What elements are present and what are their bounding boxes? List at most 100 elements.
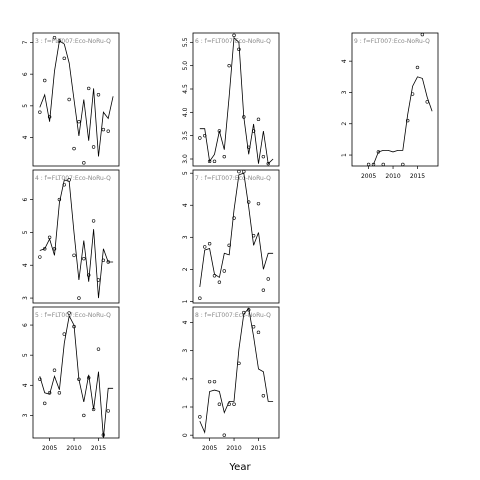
observed-point [106, 409, 110, 413]
panel-frame [192, 306, 280, 439]
observed-point [101, 433, 106, 437]
panel-title: 5 : f=FLT007:Eco-NoRu-Q [35, 312, 111, 319]
observed-point [77, 296, 81, 300]
observed-point [371, 162, 376, 167]
observed-point [57, 39, 62, 43]
observed-point [406, 118, 410, 123]
observed-point [77, 377, 81, 381]
observed-point [207, 242, 212, 246]
y-tick-label: 4 [22, 263, 29, 267]
observed-point [43, 78, 47, 83]
observed-point [62, 56, 66, 61]
panel-5: 7 : f=FLT007:Eco-NoRu-Q 1 2 3 4 5 [182, 169, 280, 304]
x-axis-label: Year [228, 462, 251, 473]
observed-point [242, 169, 246, 174]
fitted-line [199, 307, 274, 434]
y-tick-label: 0 [182, 433, 189, 437]
observed-point [62, 183, 66, 187]
y-tick-label: 6 [22, 197, 29, 201]
x-tick-label: 2005 [42, 445, 57, 452]
observed-point [198, 415, 202, 419]
observed-point [425, 100, 429, 104]
observed-point [232, 33, 236, 38]
y-tick-label: 4 [22, 135, 29, 139]
observed-point [91, 219, 96, 223]
observed-point [217, 129, 222, 133]
x-tick-label: 2005 [202, 445, 217, 452]
observed-point [227, 63, 231, 68]
observed-point [207, 379, 212, 384]
observed-point [222, 269, 226, 273]
observed-point [256, 330, 261, 335]
observed-point [261, 394, 266, 398]
observed-point [67, 97, 71, 102]
observed-point [47, 235, 52, 240]
observed-point [212, 379, 217, 384]
observed-point [43, 247, 47, 251]
y-tick-label: 6 [22, 72, 29, 76]
panel-frame [32, 169, 120, 304]
observed-point [420, 32, 425, 37]
observed-point [266, 161, 270, 166]
fitted-line [199, 172, 274, 288]
x-tick-label: 2010 [66, 445, 81, 452]
observed-point [381, 162, 385, 167]
y-tick-label: 5 [22, 230, 29, 234]
observed-point [222, 433, 226, 437]
x-tick-label: 2010 [385, 173, 400, 180]
y-tick-label: 2 [182, 377, 189, 381]
y-tick-label: 4 [182, 320, 189, 324]
observed-point [101, 127, 106, 132]
observed-point [217, 280, 222, 284]
y-tick-label: 3 [182, 349, 189, 353]
observed-point [198, 136, 202, 140]
y-tick-label: 4 [22, 383, 29, 387]
observed-point [106, 129, 110, 133]
observed-point [101, 258, 106, 263]
panel-title: 6 : f=FLT007:Eco-NoRu-Q [195, 38, 271, 45]
observed-point [242, 115, 246, 119]
x-tick-label: 2015 [410, 173, 425, 180]
observed-point [247, 200, 251, 204]
observed-point [256, 201, 261, 206]
observed-point [237, 361, 241, 366]
y-tick-label: 1 [182, 299, 189, 303]
observed-point [72, 324, 76, 329]
x-tick-label: 2010 [226, 445, 241, 452]
y-tick-label: 5 [22, 104, 29, 108]
y-tick-label: 2 [182, 267, 189, 271]
observed-point [91, 407, 96, 412]
observed-point [96, 93, 101, 97]
fitted-line [39, 179, 114, 299]
panel-4: 4 : f=FLT007:Eco-NoRu-Q 3 4 5 6 [22, 169, 120, 304]
observed-point [261, 154, 266, 159]
panel-frame [192, 169, 280, 304]
observed-point [96, 278, 101, 282]
observed-point [376, 150, 381, 154]
y-tick-label: 5.5 [182, 37, 189, 47]
observed-point [203, 245, 207, 249]
y-tick-label: 5 [22, 353, 29, 357]
observed-point [207, 159, 212, 164]
panel-title: 9 : f=FLT007:Eco-NoRu-Q [354, 38, 430, 45]
y-tick-label: 5 [182, 171, 189, 175]
observed-point [227, 243, 231, 248]
y-tick-label: 4 [182, 203, 189, 207]
observed-point [217, 402, 222, 406]
panel-2: 6 : f=FLT007:Eco-NoRu-Q 3.0 3.5 4.0 4.5 5.0 5.… [182, 32, 280, 167]
observed-point [247, 145, 251, 150]
observed-point [91, 145, 96, 149]
observed-point [96, 347, 101, 351]
observed-point [87, 86, 91, 91]
observed-point [77, 119, 81, 124]
observed-point [237, 169, 241, 174]
observed-point [52, 36, 57, 40]
observed-point [222, 154, 226, 159]
observed-point [251, 233, 256, 238]
observed-point [212, 274, 217, 278]
observed-point [67, 178, 71, 182]
observed-point [52, 247, 57, 251]
observed-point [227, 402, 231, 406]
panel-title: 7 : f=FLT007:Eco-NoRu-Q [195, 175, 271, 182]
observed-point [43, 401, 47, 406]
